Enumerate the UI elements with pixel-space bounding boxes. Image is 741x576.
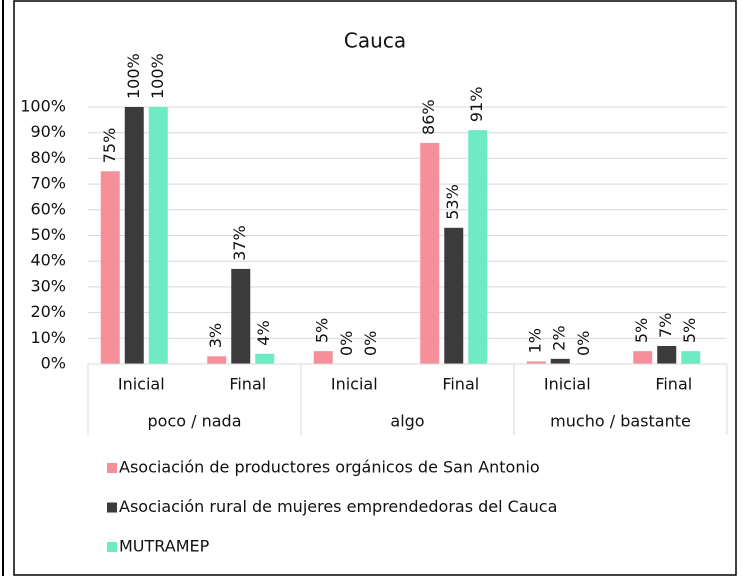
bar [100,171,120,364]
legend-label: Asociación rural de mujeres emprendedora… [119,497,557,516]
chart-title: Cauca [344,29,406,53]
value-label: 5% [632,318,651,343]
y-tick-label: 20% [30,302,66,321]
group-label: mucho / bastante [550,412,691,431]
bar [468,130,488,364]
legend-swatch [107,542,117,552]
bar [444,227,464,364]
x-tick-label: Inicial [118,375,165,394]
y-tick-label: 60% [30,199,66,218]
value-label: 5% [313,318,332,343]
value-label: 91% [467,87,486,123]
bar [657,346,677,364]
value-label: 100% [148,53,167,99]
bar [550,358,570,364]
bar [255,353,275,364]
bar [420,142,440,364]
bar [231,268,251,364]
bar [681,351,701,364]
y-tick-label: 100% [20,97,66,116]
value-label: 7% [656,313,675,338]
value-label: 75% [100,128,119,164]
y-tick-label: 10% [30,328,66,347]
x-tick-label: Final [442,375,479,394]
legend-swatch [107,502,117,513]
y-tick-label: 90% [30,122,66,141]
bar [124,107,144,364]
value-label: 53% [443,184,462,220]
value-label: 0% [361,331,380,356]
y-tick-label: 80% [30,148,66,167]
x-tick-label: Inicial [331,375,378,394]
y-tick-label: 40% [30,251,66,270]
group-label: algo [390,412,424,431]
chart-frame [13,0,737,576]
value-label: 37% [230,225,249,261]
value-label: 86% [419,99,438,135]
legend-swatch [107,463,117,473]
value-label: 5% [680,318,699,343]
value-label: 2% [550,325,569,350]
value-label: 0% [574,331,593,356]
value-label: 3% [206,323,225,348]
y-tick-label: 50% [30,225,66,244]
value-label: 1% [526,328,545,353]
y-tick-label: 70% [30,174,66,193]
x-tick-label: Final [655,375,692,394]
y-tick-label: 0% [41,354,66,373]
legend-label: MUTRAMEP [119,537,210,556]
y-tick-label: 30% [30,276,66,295]
bar [526,361,546,364]
value-label: 100% [124,53,143,99]
bar [313,351,333,364]
legend-label: Asociación de productores orgánicos de S… [119,458,540,477]
group-label: poco / nada [148,412,242,431]
bar [207,356,227,364]
value-label: 0% [337,331,356,356]
value-label: 4% [254,320,273,345]
bar [633,351,653,364]
bar [148,107,168,364]
x-tick-label: Final [229,375,266,394]
x-tick-label: Inicial [544,375,591,394]
